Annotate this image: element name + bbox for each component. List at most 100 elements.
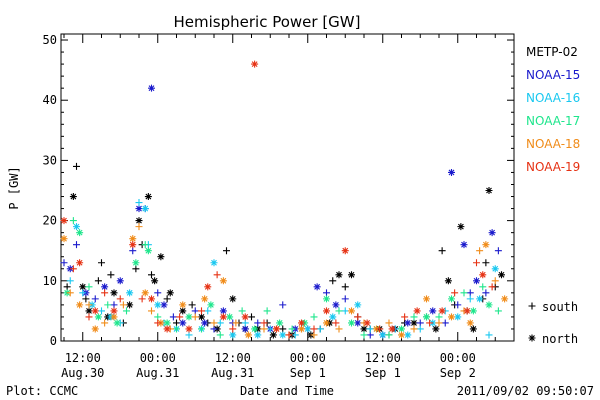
north-point: [332, 301, 340, 309]
south-point: [426, 319, 434, 327]
star-glyph: [166, 289, 174, 297]
south-point: [216, 331, 224, 339]
plus-glyph: [216, 331, 224, 339]
x-tick-label-time: 00:00: [440, 351, 476, 365]
plus-glyph: [494, 307, 502, 315]
star-glyph: [454, 313, 462, 321]
south-point: [85, 313, 93, 321]
north-point: [466, 319, 474, 327]
series-noaa-17: [63, 217, 502, 339]
plus-glyph: [260, 319, 268, 327]
plus-glyph: [191, 307, 199, 315]
south-point: [354, 313, 362, 321]
north-point: [410, 319, 418, 327]
star-glyph: [91, 325, 99, 333]
north-point: [76, 259, 84, 267]
plus-glyph: [101, 289, 109, 297]
north-point: [126, 289, 134, 297]
star-glyph: [323, 319, 330, 327]
plus-glyph: [451, 289, 459, 297]
south-point: [98, 259, 105, 267]
north-point: [110, 307, 118, 315]
south-point: [173, 325, 180, 333]
south-point: [148, 307, 155, 315]
north-point: [354, 301, 362, 309]
south-point: [169, 313, 177, 321]
star-glyph: [141, 289, 149, 297]
south-point: [473, 259, 480, 267]
plus-glyph: [135, 223, 143, 231]
plus-glyph: [354, 313, 362, 321]
south-point: [85, 301, 93, 309]
south-point: [85, 283, 93, 291]
plus-glyph: [316, 325, 324, 333]
plus-glyph: [73, 162, 80, 170]
north-point: [219, 313, 227, 321]
star-glyph: [76, 301, 84, 309]
south-point: [79, 289, 87, 297]
plus-glyph: [129, 247, 137, 255]
plus-glyph: [310, 313, 318, 321]
plus-glyph: [376, 325, 384, 333]
plus-glyph: [254, 319, 262, 327]
north-point: [298, 319, 305, 327]
plus-glyph: [154, 313, 162, 321]
star-glyph: [76, 259, 84, 267]
star-glyph: [348, 271, 355, 279]
south-point: [248, 313, 255, 321]
south-point: [210, 319, 218, 327]
star-glyph: [135, 217, 143, 225]
star-glyph: [388, 325, 396, 333]
south-point: [316, 325, 324, 333]
plus-glyph: [66, 289, 74, 297]
plus-glyph: [335, 307, 343, 315]
y-tick-label: 40: [43, 93, 57, 107]
plus-glyph: [135, 199, 143, 207]
star-glyph: [335, 271, 343, 279]
legend-item: NOAA-18: [526, 137, 580, 151]
plus-glyph: [323, 289, 330, 297]
data-marks: [60, 60, 509, 339]
north-point: [432, 325, 440, 333]
plus-glyph: [435, 313, 443, 321]
plus-glyph: [98, 307, 105, 315]
legend: METP-02 NOAA-15 NOAA-16 NOAA-17 NOAA-18 NOAA-…: [526, 45, 580, 174]
north-point: [144, 247, 152, 255]
north-point: [398, 325, 405, 333]
star-glyph: [219, 277, 227, 285]
star-glyph: [91, 307, 99, 315]
south-point: [254, 319, 262, 327]
star-glyph: [404, 331, 412, 339]
north-point: [76, 301, 84, 309]
plus-glyph: [426, 319, 434, 327]
south-point: [466, 289, 474, 297]
north-point: [76, 229, 84, 237]
star-glyph: [423, 313, 430, 321]
star-glyph: [460, 241, 468, 249]
plus-glyph: [460, 289, 468, 297]
north-point: [323, 319, 330, 327]
north-point: [491, 265, 499, 273]
plus-glyph: [132, 265, 140, 273]
north-point: [204, 283, 212, 291]
plus-glyph: [528, 302, 536, 310]
plus-glyph: [263, 307, 271, 315]
plus-glyph: [285, 331, 293, 339]
north-point: [201, 319, 209, 327]
star-glyph: [116, 277, 124, 285]
south-point: [476, 247, 484, 255]
legend-item: NOAA-15: [526, 68, 580, 82]
south-point: [148, 271, 155, 279]
plus-glyph: [466, 289, 474, 297]
north-point: [354, 319, 362, 327]
north-point: [60, 217, 68, 225]
south-point: [279, 301, 287, 309]
north-point: [110, 289, 118, 297]
plot-credit: Plot: CCMC: [6, 384, 78, 398]
star-glyph: [528, 334, 536, 342]
plus-glyph: [98, 259, 105, 267]
star-glyph: [129, 241, 137, 249]
star-glyph: [85, 307, 93, 315]
star-glyph: [198, 313, 205, 321]
timestamp: 2011/09/02 09:50:07: [457, 384, 594, 398]
